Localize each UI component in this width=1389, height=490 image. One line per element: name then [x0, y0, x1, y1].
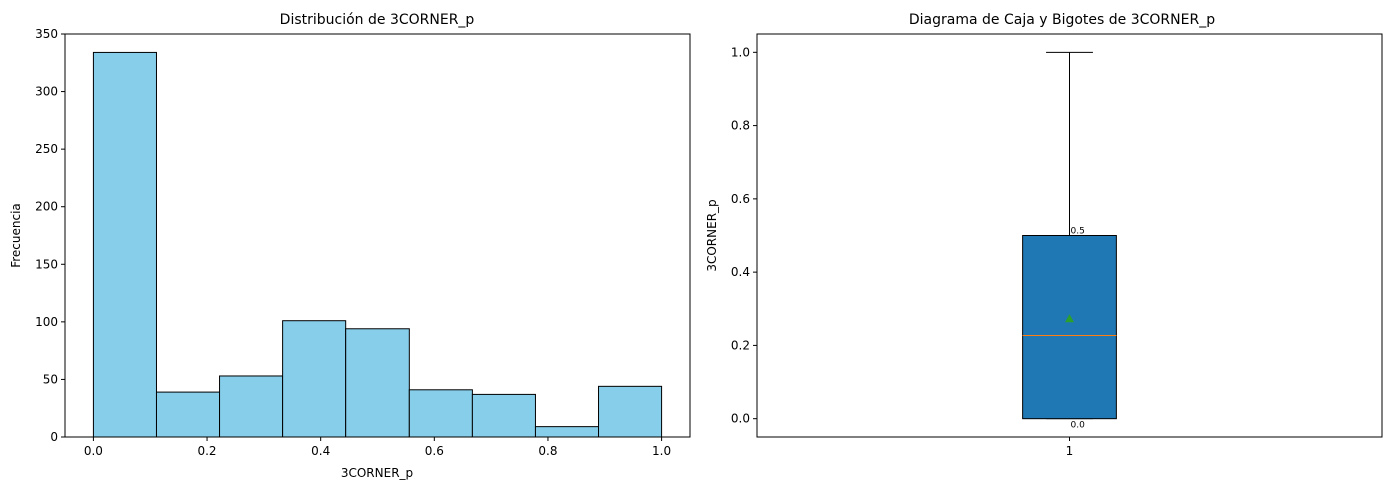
histogram-y-tick-label: 0 — [50, 430, 58, 444]
boxplot-box — [1022, 235, 1117, 420]
histogram-bar — [408, 389, 473, 438]
boxplot-mean-marker — [1065, 314, 1074, 323]
histogram-x-tick-label: 1.0 — [652, 444, 671, 458]
histogram-plot-frame — [64, 33, 691, 438]
histogram-x-ticks: 0.0 0.2 0.4 0.6 0.8 1.0 — [84, 437, 671, 458]
histogram-x-tick-label: 0.6 — [425, 444, 444, 458]
histogram-bar — [155, 391, 221, 438]
histogram-bar — [92, 51, 157, 438]
histogram-y-tick-label: 150 — [35, 257, 58, 271]
histogram-title: Distribución de 3CORNER_p — [280, 12, 475, 28]
histogram-bars — [92, 51, 663, 438]
boxplot-annotation: 0.0 — [1071, 421, 1086, 431]
boxplot-y-ticks: 0.0 0.2 0.4 0.6 0.8 1.0 — [731, 45, 757, 426]
histogram-x-label: 3CORNER_p — [341, 466, 413, 480]
histogram-y-tick-label: 50 — [43, 372, 58, 386]
boxplot-y-tick-label: 0.0 — [731, 412, 750, 426]
histogram-bar — [345, 328, 410, 438]
boxplot-y-label: 3CORNER_p — [705, 199, 719, 271]
histogram-y-tick-label: 350 — [35, 27, 58, 41]
boxplot-marks: 0.5 0.0 — [1022, 51, 1117, 431]
boxplot-y-tick-label: 0.8 — [731, 119, 750, 133]
histogram-bar — [282, 320, 347, 438]
histogram-x-tick-label: 0.4 — [311, 444, 330, 458]
histogram-y-tick-label: 200 — [35, 200, 58, 214]
histogram-y-tick-label: 250 — [35, 142, 58, 156]
boxplot-x-ticks: 1 — [1066, 437, 1074, 458]
boxplot-title: Diagrama de Caja y Bigotes de 3CORNER_p — [909, 12, 1215, 28]
histogram-y-ticks: 0 50 100 150 200 250 300 350 — [35, 27, 65, 444]
histogram-y-label: Frecuencia — [9, 203, 23, 268]
histogram-x-tick-label: 0.0 — [84, 444, 103, 458]
histogram-bar — [534, 426, 600, 438]
histogram-x-tick-label: 0.2 — [197, 444, 216, 458]
histogram-y-tick-label: 300 — [35, 85, 58, 99]
boxplot-panel: Diagrama de Caja y Bigotes de 3CORNER_p … — [705, 12, 1383, 458]
histogram-bar — [219, 375, 284, 438]
boxplot-x-tick-label: 1 — [1066, 444, 1074, 458]
boxplot-y-tick-label: 0.2 — [731, 338, 750, 352]
boxplot-y-tick-label: 1.0 — [731, 45, 750, 59]
histogram-panel: Distribución de 3CORNER_p 0.0 0.2 0.4 0.6 0.… — [9, 12, 691, 480]
boxplot-annotation: 0.5 — [1071, 227, 1085, 237]
histogram-bar — [471, 393, 536, 438]
histogram-bar — [598, 385, 663, 438]
boxplot-y-tick-label: 0.4 — [731, 265, 750, 279]
boxplot-y-tick-label: 0.6 — [731, 192, 750, 206]
histogram-x-tick-label: 0.8 — [538, 444, 557, 458]
histogram-y-tick-label: 100 — [35, 315, 58, 329]
